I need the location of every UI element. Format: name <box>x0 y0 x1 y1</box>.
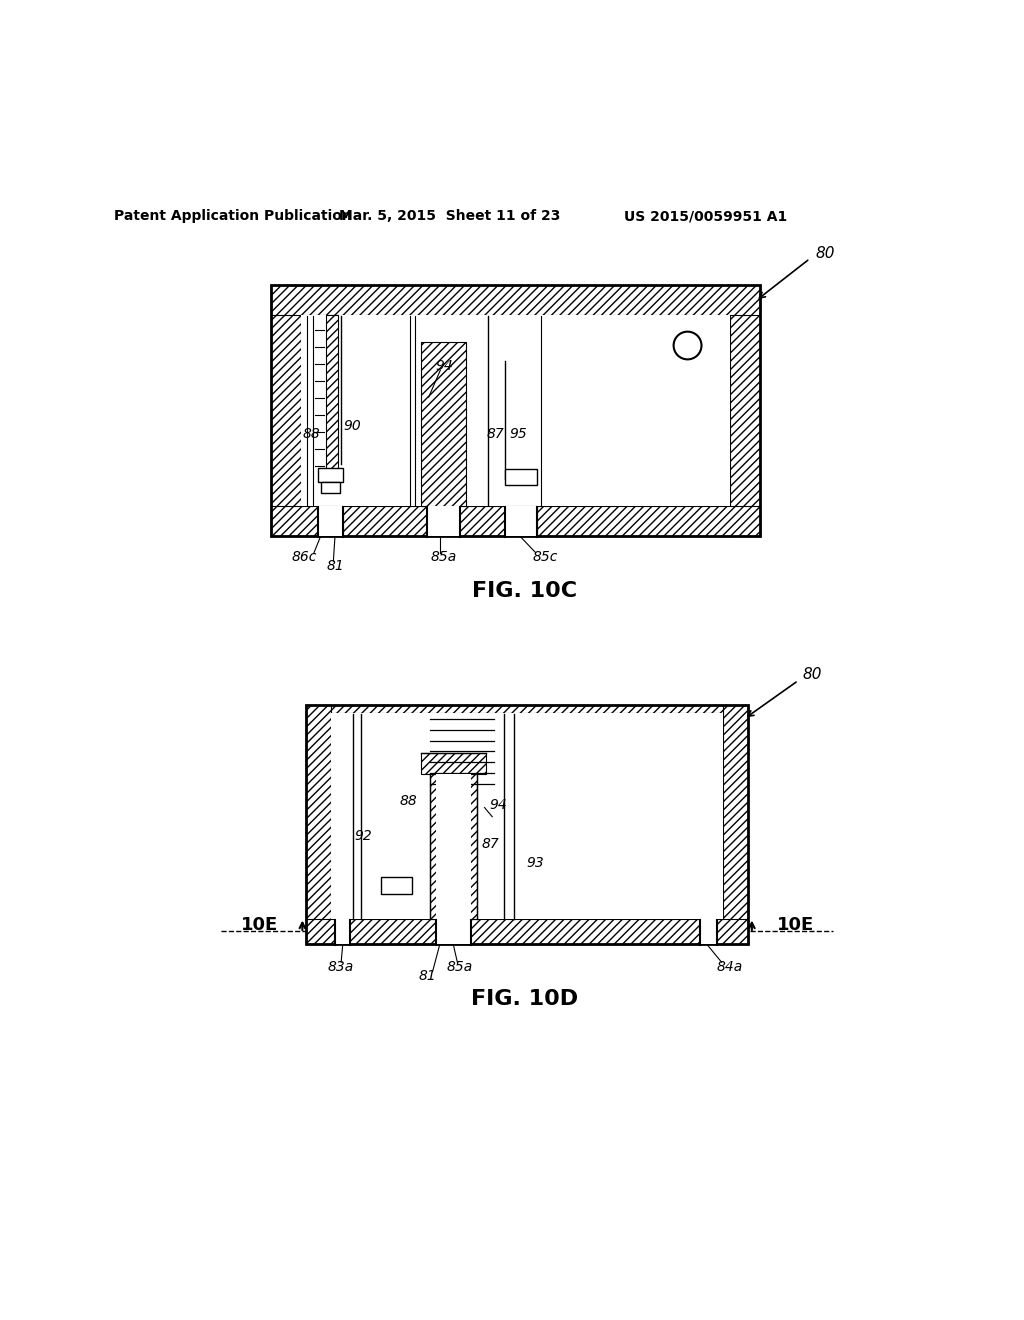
Bar <box>436 919 471 944</box>
Text: FIG. 10D: FIG. 10D <box>471 989 579 1010</box>
Bar <box>700 919 717 944</box>
Bar <box>321 482 340 494</box>
Bar <box>306 705 331 944</box>
Bar <box>301 314 730 507</box>
Bar <box>306 705 748 713</box>
Text: US 2015/0059951 A1: US 2015/0059951 A1 <box>624 209 787 223</box>
Text: 94: 94 <box>489 799 507 812</box>
Bar <box>271 507 760 536</box>
Text: 92: 92 <box>354 829 373 843</box>
Bar <box>505 470 538 484</box>
Bar <box>505 507 538 536</box>
Text: 88: 88 <box>399 795 418 808</box>
Text: 93: 93 <box>526 855 544 870</box>
Text: 86c: 86c <box>291 550 316 564</box>
Bar <box>306 919 748 944</box>
Bar <box>505 507 538 536</box>
Text: Mar. 5, 2015  Sheet 11 of 23: Mar. 5, 2015 Sheet 11 of 23 <box>339 209 560 223</box>
Bar <box>427 507 460 536</box>
Text: 84a: 84a <box>716 960 742 974</box>
Bar <box>306 705 748 944</box>
Bar <box>317 507 343 536</box>
Bar <box>430 775 477 919</box>
Text: 87: 87 <box>486 428 504 441</box>
Bar <box>723 705 748 944</box>
Bar <box>271 285 301 536</box>
Text: 10E: 10E <box>241 916 279 935</box>
Text: 81: 81 <box>326 560 344 573</box>
Text: 85a: 85a <box>446 960 473 974</box>
Text: 81: 81 <box>418 969 436 983</box>
Bar <box>271 285 760 536</box>
Bar <box>335 919 350 944</box>
Text: 80: 80 <box>816 246 836 260</box>
Text: 87: 87 <box>482 837 500 850</box>
Bar <box>317 469 343 482</box>
Text: 88: 88 <box>303 428 321 441</box>
Bar <box>436 775 471 919</box>
Text: 80: 80 <box>803 667 822 682</box>
Bar <box>421 342 466 507</box>
Text: Patent Application Publication: Patent Application Publication <box>114 209 351 223</box>
Bar <box>381 876 413 894</box>
Bar <box>331 713 723 919</box>
Text: 95: 95 <box>510 428 527 441</box>
Bar <box>271 285 760 314</box>
Bar <box>421 752 486 775</box>
Text: 83a: 83a <box>328 960 354 974</box>
Text: 85a: 85a <box>430 550 457 564</box>
Text: 85c: 85c <box>532 550 558 564</box>
Bar <box>326 314 338 483</box>
Bar <box>730 285 760 536</box>
Bar <box>317 507 343 536</box>
Text: 94: 94 <box>435 359 453 374</box>
Text: 10E: 10E <box>777 916 815 935</box>
Text: 90: 90 <box>343 420 360 433</box>
Text: FIG. 10C: FIG. 10C <box>472 581 578 601</box>
